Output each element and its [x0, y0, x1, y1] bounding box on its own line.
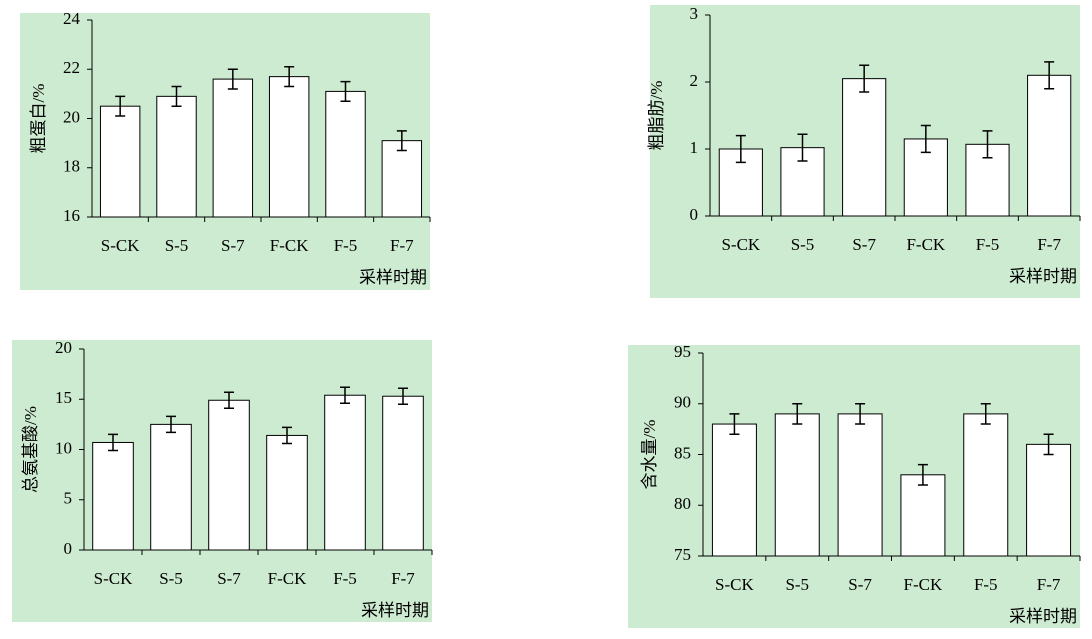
bar: [268, 76, 310, 218]
y-tick-label: 75: [674, 545, 691, 564]
bar: [324, 394, 366, 551]
error-bar: [1044, 61, 1055, 90]
y-tick-label: 1: [690, 138, 699, 157]
x-tick-label: F-7: [1037, 575, 1061, 594]
y-tick-label: 90: [674, 393, 691, 412]
error-bar: [340, 80, 351, 103]
x-tick-label: F-5: [333, 569, 357, 588]
bar: [711, 423, 757, 557]
error-bar: [166, 415, 176, 434]
error-bar: [729, 413, 740, 435]
x-tick-label: F-CK: [906, 235, 945, 254]
x-tick-label: S-5: [165, 236, 189, 255]
y-tick-label: 5: [64, 489, 73, 508]
x-tick-label: S-5: [159, 569, 183, 588]
y-tick-label: 80: [674, 494, 691, 513]
error-bar: [980, 403, 991, 425]
y-axis-label: 粗蛋白/%: [29, 84, 48, 154]
x-tick-label: F-5: [976, 235, 1000, 254]
error-bar: [855, 403, 866, 425]
bar: [900, 474, 946, 557]
x-tick-label: F-5: [334, 236, 358, 255]
error-bar: [920, 124, 931, 154]
y-tick-label: 0: [64, 539, 73, 558]
y-tick-label: 3: [690, 4, 699, 23]
x-tick-label: F-5: [974, 575, 998, 594]
x-tick-label: S-7: [217, 569, 241, 588]
bar: [208, 399, 250, 551]
y-tick-label: 22: [63, 58, 80, 77]
bar: [837, 413, 883, 557]
x-axis-label: 采样时期: [361, 601, 429, 620]
error-bar: [797, 133, 808, 162]
y-axis-label: 粗脂肪/%: [647, 81, 666, 151]
x-tick-label: S-7: [852, 235, 876, 254]
y-tick-label: 0: [690, 205, 699, 224]
y-tick-label: 20: [55, 338, 72, 357]
x-tick-label: F-CK: [904, 575, 943, 594]
y-tick-label: 95: [674, 342, 691, 361]
error-bar: [859, 64, 870, 93]
x-axis-label: 采样时期: [1009, 607, 1077, 626]
y-tick-label: 15: [55, 388, 72, 407]
y-tick-label: 20: [63, 107, 80, 126]
error-bar: [982, 130, 993, 159]
bar: [212, 78, 254, 218]
error-bar: [396, 130, 407, 152]
x-tick-label: S-5: [785, 575, 809, 594]
bar: [382, 395, 424, 551]
bar: [1026, 443, 1072, 557]
y-tick-label: 16: [63, 206, 80, 225]
error-bar: [792, 403, 803, 425]
y-axis-label: 总氨基酸/%: [21, 406, 40, 493]
error-bar: [735, 134, 746, 164]
error-bar: [171, 85, 182, 107]
error-bar: [227, 68, 238, 90]
y-tick-label: 18: [63, 157, 80, 176]
bar: [842, 78, 887, 217]
bar: [1027, 74, 1072, 217]
y-tick-label: 85: [674, 443, 691, 462]
x-tick-label: F-7: [390, 236, 414, 255]
bar: [325, 90, 366, 218]
bar: [963, 413, 1009, 557]
error-bar: [282, 426, 292, 445]
x-tick-label: S-CK: [715, 575, 754, 594]
error-bar: [398, 387, 408, 406]
x-tick-label: S-5: [791, 235, 815, 254]
x-tick-label: S-CK: [94, 569, 133, 588]
bar: [266, 434, 308, 551]
y-axis-label: 含水量/%: [640, 420, 659, 490]
x-tick-label: F-CK: [270, 236, 309, 255]
x-axis-label: 采样时期: [359, 268, 427, 287]
x-tick-label: F-CK: [268, 569, 307, 588]
x-tick-label: S-7: [221, 236, 245, 255]
error-bar: [340, 386, 350, 405]
x-tick-label: S-CK: [721, 235, 760, 254]
x-tick-label: S-7: [848, 575, 872, 594]
bar: [99, 105, 141, 218]
y-tick-label: 2: [690, 71, 699, 90]
error-bar: [108, 433, 118, 452]
x-tick-label: F-7: [391, 569, 415, 588]
error-bar: [115, 95, 126, 117]
error-bar: [284, 66, 295, 88]
bar: [156, 95, 197, 218]
error-bar: [224, 391, 234, 410]
x-tick-label: S-CK: [101, 236, 140, 255]
x-axis-label: 采样时期: [1009, 267, 1077, 286]
y-tick-label: 10: [55, 438, 72, 457]
y-tick-label: 24: [63, 9, 81, 28]
bar: [774, 413, 820, 557]
bar: [92, 441, 134, 551]
error-bar: [1043, 433, 1054, 456]
error-bar: [917, 463, 928, 486]
x-tick-label: F-7: [1037, 235, 1061, 254]
bar: [381, 140, 423, 218]
bar: [150, 423, 192, 551]
